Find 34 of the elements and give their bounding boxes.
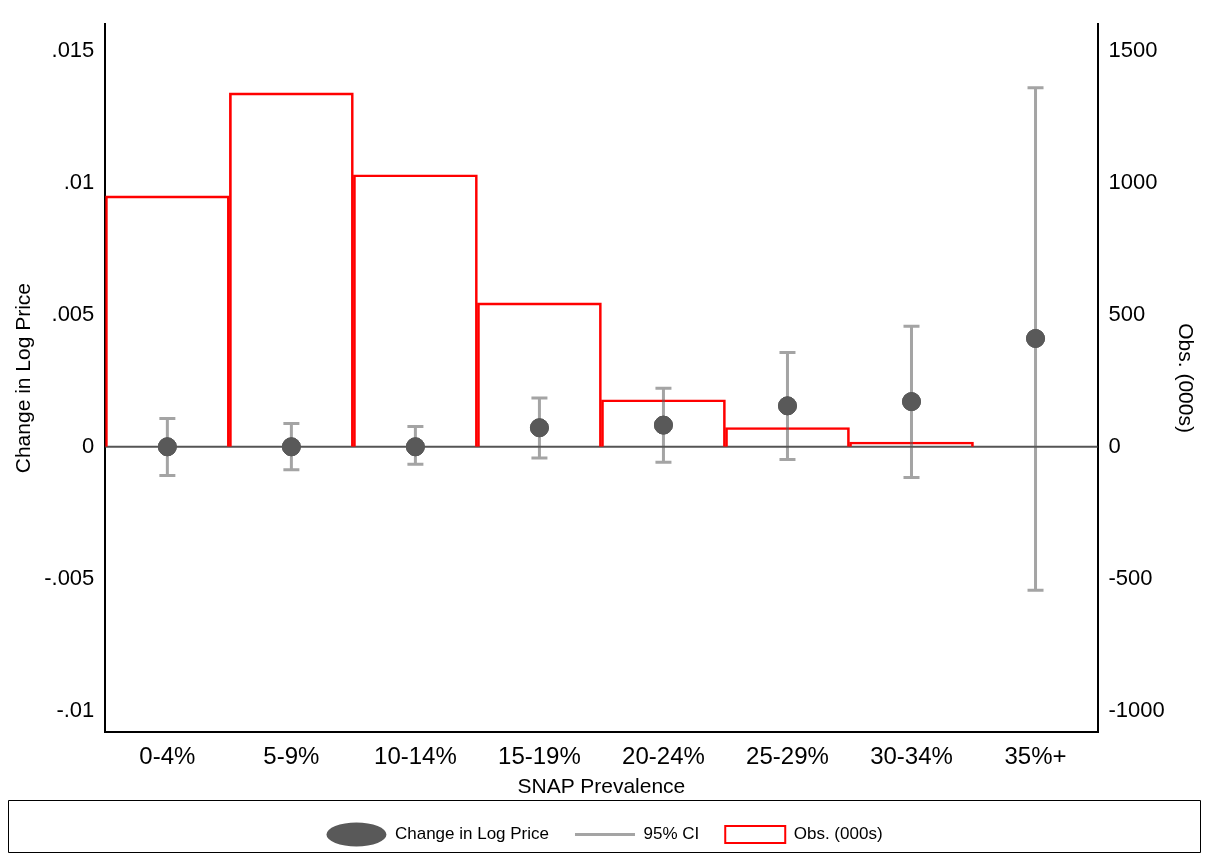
y-tick-label: -.005 bbox=[44, 564, 95, 590]
x-tick-label: 10-14% bbox=[374, 742, 457, 770]
x-tick-label: 0-4% bbox=[139, 742, 196, 770]
point bbox=[777, 396, 797, 416]
point bbox=[529, 418, 549, 438]
y2-tick-label: 1000 bbox=[1108, 168, 1158, 194]
y-tick-label: .015 bbox=[51, 36, 95, 62]
y2-tick-label: -1000 bbox=[1108, 696, 1165, 722]
legend-label: Change in Log Price bbox=[394, 824, 549, 844]
y2-axis-title: Obs. (000s) bbox=[1174, 323, 1198, 433]
point bbox=[157, 437, 177, 457]
y-tick-label: .01 bbox=[63, 168, 95, 194]
point bbox=[1026, 328, 1046, 348]
point bbox=[902, 392, 921, 412]
y2-tick-label: -500 bbox=[1108, 564, 1153, 590]
y-tick-label: -.01 bbox=[56, 696, 95, 722]
x-tick-label: 30-34% bbox=[870, 742, 953, 770]
point bbox=[405, 437, 425, 457]
x-tick-label: 5-9% bbox=[263, 742, 320, 770]
y2-tick-label: 1500 bbox=[1108, 36, 1158, 62]
y-tick-label: .005 bbox=[51, 300, 95, 326]
point bbox=[281, 437, 301, 457]
point bbox=[653, 415, 673, 435]
text: 95% CI bbox=[643, 824, 700, 844]
y2-tick-label: 0 bbox=[1108, 432, 1121, 458]
legend-label: Obs. (000s) bbox=[793, 824, 883, 844]
x-tick-label: 35%+ bbox=[1004, 742, 1067, 770]
x-tick-label: 15-19% bbox=[498, 742, 581, 770]
x-tick-label: 20-24% bbox=[622, 742, 705, 770]
y2-tick-label: 500 bbox=[1108, 300, 1146, 326]
x-axis-title: SNAP Prevalence bbox=[517, 774, 686, 798]
y-tick-label: 0 bbox=[82, 432, 95, 458]
x-tick-label: 25-29% bbox=[746, 742, 829, 770]
y-axis-title: Change in Log Price bbox=[11, 282, 35, 474]
